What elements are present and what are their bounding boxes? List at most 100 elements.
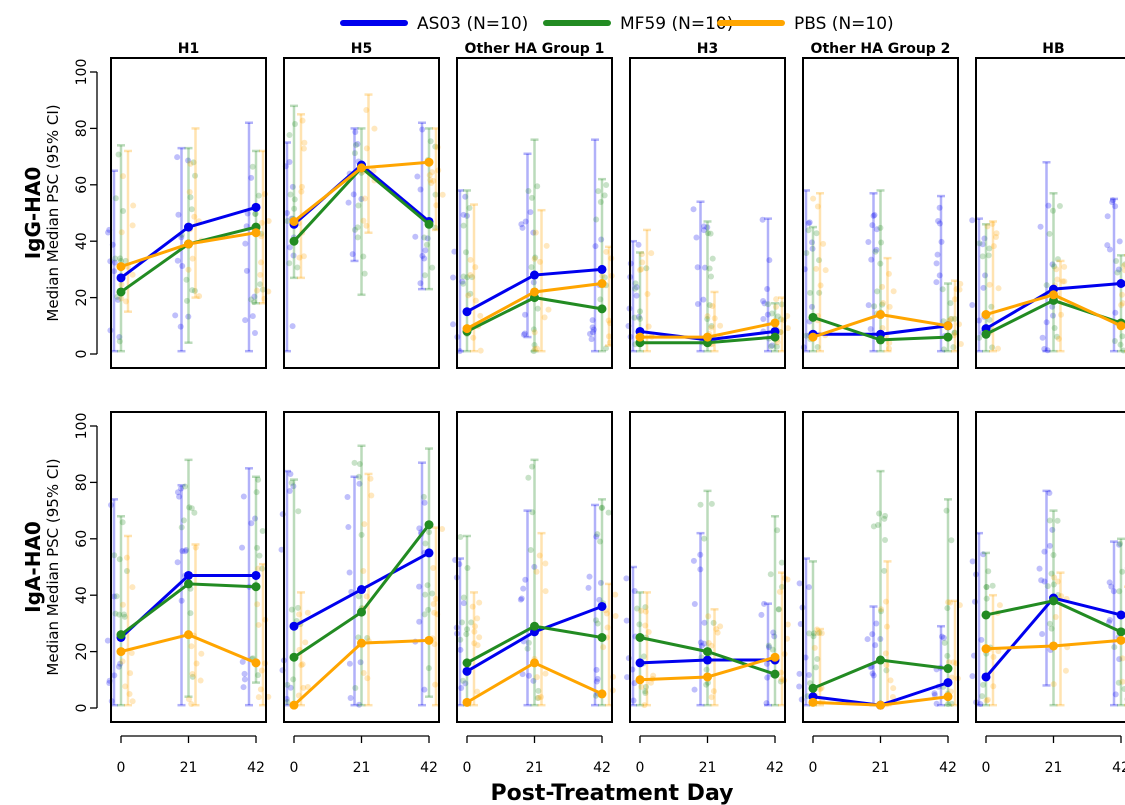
- raw-point: [796, 580, 803, 587]
- raw-point: [765, 301, 772, 308]
- raw-point: [870, 523, 877, 530]
- raw-point: [875, 521, 882, 528]
- median-point: [876, 700, 885, 710]
- raw-point: [796, 670, 803, 677]
- raw-point: [642, 604, 649, 611]
- raw-point: [240, 684, 247, 691]
- raw-point: [287, 471, 294, 478]
- raw-point: [694, 300, 701, 307]
- raw-point: [868, 256, 875, 263]
- median-point: [1116, 635, 1125, 645]
- raw-point: [421, 272, 428, 279]
- raw-point: [104, 637, 111, 644]
- raw-point: [1054, 256, 1061, 263]
- raw-point: [111, 259, 118, 266]
- raw-point: [351, 150, 358, 157]
- raw-point: [817, 282, 824, 289]
- raw-point: [761, 300, 768, 307]
- raw-point: [121, 611, 128, 618]
- raw-point: [957, 340, 964, 347]
- raw-point: [717, 623, 724, 630]
- raw-point: [534, 183, 541, 190]
- raw-point: [1043, 319, 1050, 326]
- median-point: [703, 672, 712, 682]
- raw-point: [428, 179, 435, 186]
- legend-entry: PBS (N=10): [717, 14, 894, 34]
- raw-point: [951, 296, 958, 303]
- raw-point: [802, 654, 809, 661]
- raw-point: [451, 248, 458, 255]
- legend-entry: MF59 (N=10): [543, 14, 733, 34]
- raw-point: [532, 254, 539, 261]
- raw-point: [432, 143, 439, 150]
- raw-point: [1036, 565, 1043, 572]
- raw-point: [254, 601, 261, 608]
- raw-point: [931, 690, 938, 697]
- raw-point: [186, 504, 193, 511]
- legend-label: MF59 (N=10): [620, 14, 733, 34]
- raw-point: [543, 242, 550, 249]
- raw-point: [457, 646, 464, 653]
- raw-point: [1044, 583, 1051, 590]
- raw-point: [594, 620, 601, 627]
- raw-point: [1104, 242, 1111, 249]
- raw-point: [948, 537, 955, 544]
- raw-point: [477, 312, 484, 319]
- raw-point: [346, 569, 353, 576]
- raw-point: [690, 557, 697, 564]
- raw-point: [595, 188, 602, 195]
- raw-point: [465, 292, 472, 299]
- raw-point: [528, 194, 535, 201]
- median-point: [876, 335, 885, 345]
- median-point: [943, 332, 953, 342]
- raw-point: [978, 636, 985, 643]
- raw-point: [1050, 551, 1057, 558]
- raw-point: [1114, 269, 1121, 276]
- raw-point: [430, 600, 437, 607]
- raw-point: [251, 299, 258, 306]
- raw-point: [871, 303, 878, 310]
- raw-point: [597, 538, 604, 545]
- raw-point: [252, 210, 259, 217]
- median-point: [530, 658, 539, 668]
- raw-point: [1118, 301, 1125, 308]
- raw-point: [119, 658, 126, 665]
- raw-point: [1046, 490, 1053, 497]
- raw-point: [518, 595, 525, 602]
- raw-point: [288, 606, 295, 613]
- raw-point: [259, 565, 266, 572]
- raw-point: [877, 635, 884, 642]
- panel-title: HB: [1042, 41, 1064, 57]
- raw-point: [469, 274, 476, 281]
- raw-point: [1106, 617, 1113, 624]
- raw-point: [123, 554, 130, 561]
- raw-point: [642, 608, 649, 615]
- raw-point: [879, 301, 886, 308]
- panel-frame: [802, 57, 959, 369]
- x-tick-label: 42: [1112, 760, 1125, 776]
- raw-point: [178, 234, 185, 241]
- raw-point: [179, 263, 186, 270]
- median-point: [251, 228, 261, 238]
- raw-point: [870, 212, 877, 219]
- x-tick-label: 0: [982, 760, 991, 776]
- raw-point: [256, 552, 263, 559]
- raw-point: [943, 507, 950, 514]
- raw-point: [367, 475, 374, 482]
- panel-grid: H1 H5 Other HA Group 1 H3 Other HA Group 2 HB: [104, 41, 1125, 723]
- raw-point: [784, 325, 791, 332]
- raw-point: [345, 199, 352, 206]
- raw-point: [115, 151, 122, 158]
- raw-point: [470, 334, 477, 341]
- raw-point: [814, 626, 821, 633]
- raw-point: [631, 314, 638, 321]
- raw-point: [116, 338, 123, 345]
- raw-point: [817, 686, 824, 693]
- raw-point: [517, 596, 524, 603]
- raw-point: [431, 641, 438, 648]
- raw-point: [178, 597, 185, 604]
- raw-point: [1041, 548, 1048, 555]
- raw-point: [257, 281, 264, 288]
- raw-point: [865, 302, 872, 309]
- legend-entry: AS03 (N=10): [340, 14, 528, 34]
